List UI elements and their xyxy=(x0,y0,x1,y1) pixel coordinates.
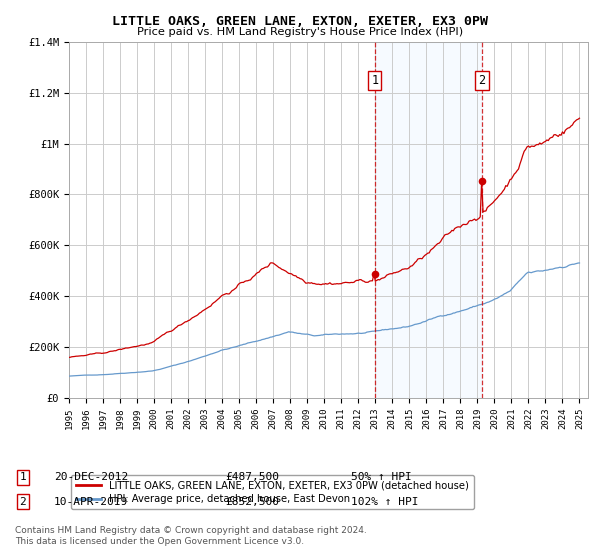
Text: Price paid vs. HM Land Registry's House Price Index (HPI): Price paid vs. HM Land Registry's House … xyxy=(137,27,463,37)
Legend: LITTLE OAKS, GREEN LANE, EXTON, EXETER, EX3 0PW (detached house), HPI: Average p: LITTLE OAKS, GREEN LANE, EXTON, EXETER, … xyxy=(71,475,474,510)
Text: 2: 2 xyxy=(19,497,26,507)
Text: 2: 2 xyxy=(478,73,485,87)
Text: £852,500: £852,500 xyxy=(225,497,279,507)
Text: 20-DEC-2012: 20-DEC-2012 xyxy=(54,472,128,482)
Text: 1: 1 xyxy=(371,73,379,87)
Text: £487,500: £487,500 xyxy=(225,472,279,482)
Text: 50% ↑ HPI: 50% ↑ HPI xyxy=(351,472,412,482)
Bar xyxy=(375,42,482,398)
Text: 102% ↑ HPI: 102% ↑ HPI xyxy=(351,497,419,507)
Text: 10-APR-2019: 10-APR-2019 xyxy=(54,497,128,507)
Text: Contains HM Land Registry data © Crown copyright and database right 2024.
This d: Contains HM Land Registry data © Crown c… xyxy=(15,526,367,546)
Text: LITTLE OAKS, GREEN LANE, EXTON, EXETER, EX3 0PW: LITTLE OAKS, GREEN LANE, EXTON, EXETER, … xyxy=(112,15,488,27)
Text: 1: 1 xyxy=(19,472,26,482)
